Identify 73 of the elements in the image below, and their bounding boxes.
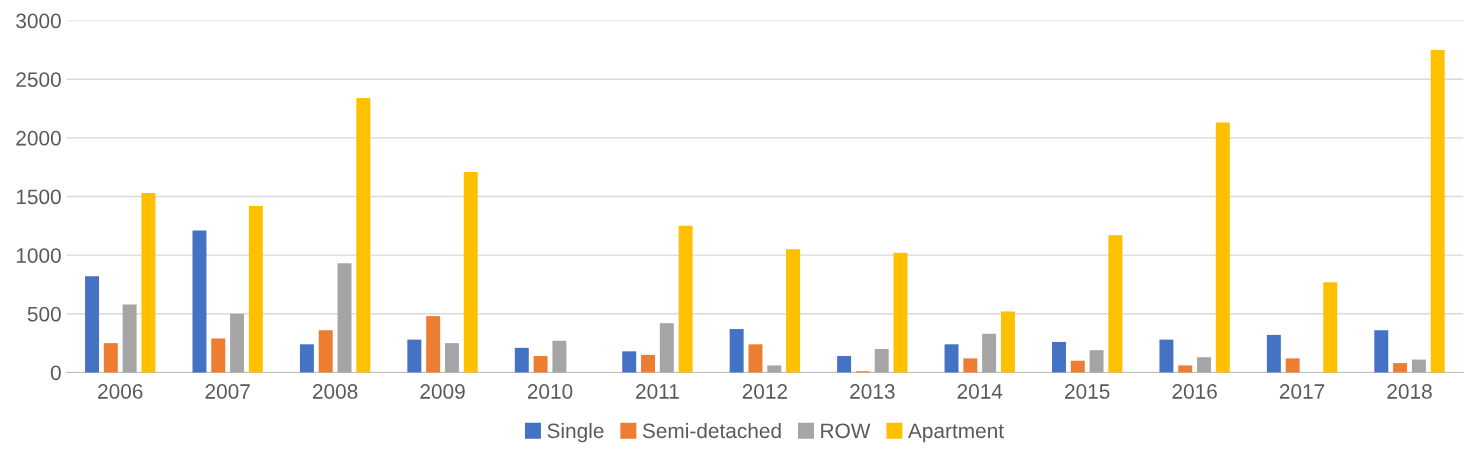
x-tick-label: 2015 <box>1065 384 1110 399</box>
bar <box>1411 359 1426 373</box>
bar <box>1052 341 1066 373</box>
bar <box>1159 339 1174 373</box>
bar <box>748 344 763 373</box>
y-tick-label: 3000 <box>16 13 61 29</box>
bar <box>678 225 693 373</box>
x-tick-label: 2007 <box>205 384 250 399</box>
y-tick-label: 2500 <box>16 72 61 87</box>
x-tick-label: 2014 <box>957 384 1003 399</box>
bar <box>729 329 744 373</box>
bar <box>1393 363 1408 373</box>
bar <box>230 313 245 373</box>
legend-label: Semi-detached <box>642 422 781 439</box>
y-tick-label: 1000 <box>16 248 61 263</box>
bar <box>141 192 156 373</box>
bar <box>1374 330 1389 373</box>
bar <box>982 333 997 373</box>
bar <box>893 252 908 373</box>
bar <box>874 349 889 373</box>
bar <box>1197 357 1212 373</box>
x-tick-label: 2012 <box>742 384 787 399</box>
x-tick-label: 2006 <box>98 384 143 399</box>
x-tick-label: 2013 <box>850 384 895 399</box>
bar <box>337 263 352 373</box>
x-tick-label: 2018 <box>1387 384 1432 399</box>
bar <box>103 343 118 373</box>
bar <box>786 249 801 373</box>
bar <box>963 358 978 373</box>
bar <box>641 354 656 373</box>
bar <box>1323 282 1338 373</box>
bar <box>514 347 529 373</box>
bar <box>1215 122 1230 373</box>
bar <box>1178 365 1193 373</box>
bar <box>837 356 852 373</box>
bar <box>1266 334 1281 373</box>
bar <box>463 171 478 373</box>
bar <box>85 276 100 373</box>
y-tick-label: 1500 <box>16 189 61 205</box>
bar <box>248 205 263 373</box>
bar <box>767 365 782 373</box>
bar <box>318 330 333 373</box>
bar <box>192 230 207 373</box>
bar <box>356 97 371 373</box>
y-tick-label: 2000 <box>16 130 61 146</box>
bar <box>1430 49 1445 373</box>
bar <box>122 304 137 373</box>
legend-label: Single <box>547 422 604 443</box>
x-tick-label: 2009 <box>420 384 465 399</box>
bar <box>659 323 674 373</box>
bar <box>944 344 959 373</box>
x-tick-label: 2016 <box>1172 384 1217 399</box>
bar <box>444 343 459 373</box>
x-tick-label: 2010 <box>527 384 573 399</box>
x-tick-label: 2011 <box>636 384 679 399</box>
bar <box>211 338 226 373</box>
bar <box>1070 360 1085 373</box>
bar <box>622 351 637 373</box>
bar <box>552 340 567 373</box>
bar <box>1285 358 1300 373</box>
x-tick-label: 2017 <box>1279 384 1325 399</box>
y-tick-label: 500 <box>27 306 61 322</box>
bar <box>533 356 548 373</box>
legend-label: Apartment <box>907 423 1004 443</box>
bar <box>1089 350 1104 373</box>
bar <box>1000 311 1015 373</box>
legend-label: ROW <box>821 423 871 439</box>
bar <box>1108 235 1123 373</box>
bar <box>407 339 422 373</box>
bar <box>426 316 441 373</box>
y-tick-label: 0 <box>50 365 61 381</box>
bar <box>299 344 314 373</box>
x-tick-label: 2008 <box>312 384 358 399</box>
